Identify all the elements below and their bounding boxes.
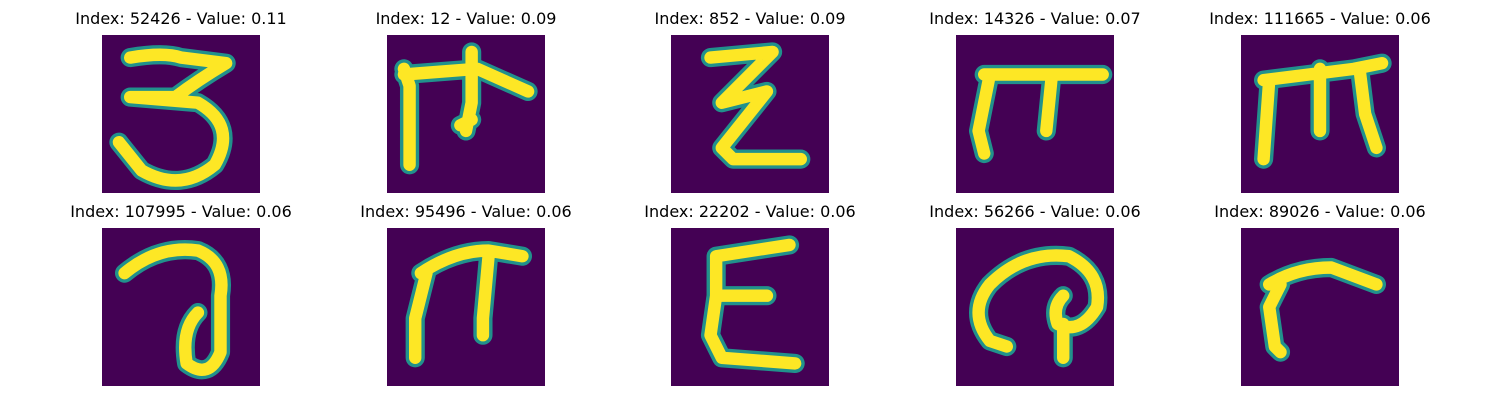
panel-title: Index: 107995 - Value: 0.06 (70, 203, 292, 221)
panel-title: Index: 22202 - Value: 0.06 (644, 203, 855, 221)
handwritten-character-image (102, 228, 260, 386)
handwritten-character-image (1241, 228, 1399, 386)
panel-title: Index: 89026 - Value: 0.06 (1214, 203, 1425, 221)
handwritten-character-image (387, 35, 545, 193)
handwritten-character-image (671, 228, 829, 386)
panel-title: Index: 111665 - Value: 0.06 (1209, 10, 1431, 28)
panel-title: Index: 14326 - Value: 0.07 (929, 10, 1140, 28)
panel-title: Index: 56266 - Value: 0.06 (929, 203, 1140, 221)
handwritten-character-image (956, 35, 1114, 193)
panel-title: Index: 852 - Value: 0.09 (654, 10, 845, 28)
panel-title: Index: 95496 - Value: 0.06 (360, 203, 571, 221)
panel-title: Index: 52426 - Value: 0.11 (75, 10, 286, 28)
handwritten-character-image (956, 228, 1114, 386)
handwritten-character-image (1241, 35, 1399, 193)
handwritten-character-image (387, 228, 545, 386)
panel-title: Index: 12 - Value: 0.09 (376, 10, 557, 28)
handwritten-character-image (671, 35, 829, 193)
handwritten-character-image (102, 35, 260, 193)
